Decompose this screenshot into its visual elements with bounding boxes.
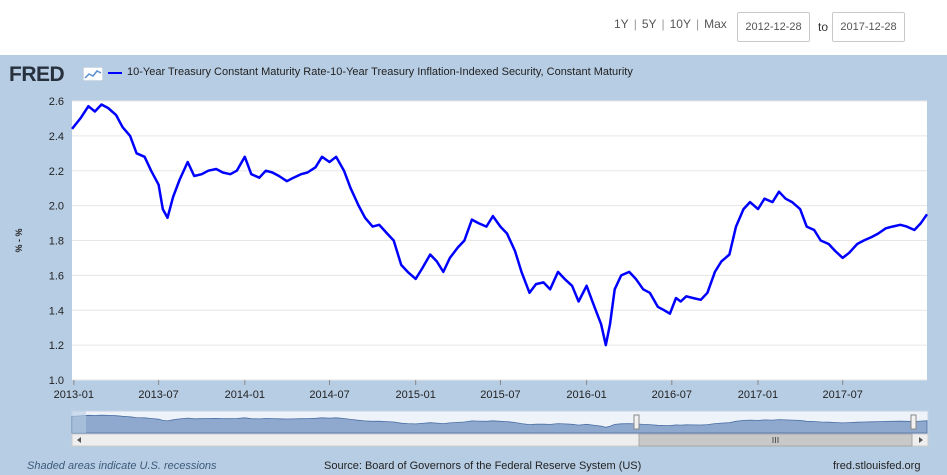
x-tick-label: 2014-01 [225,389,265,401]
x-tick-label: 2016-01 [566,389,606,401]
period-5y-link[interactable]: 5Y [641,17,657,31]
y-axis-ticks: 1.0 1.2 1.4 1.6 1.8 2.0 2.2 2.4 2.6 [49,96,64,387]
top-toolbar: 1Y | 5Y | 10Y | Max 2012-12-28 to 2017-12-28 [0,0,947,55]
y-tick-label: 2.2 [49,166,64,178]
scrollbar-grip-icon [772,437,779,443]
navigator [71,410,929,447]
navigator-series-area [71,414,928,434]
period-separator: | [661,17,665,31]
period-1y-link[interactable]: 1Y [614,17,629,31]
navigator-handle-right[interactable] [910,414,917,430]
y-tick-label: 1.2 [49,340,64,352]
x-tick-label: 2014-07 [309,389,349,401]
y-tick-label: 1.6 [49,270,64,282]
gridlines [72,100,927,381]
site-link[interactable]: fred.stlouisfed.org [833,460,921,472]
period-separator: | [695,17,700,31]
y-tick-label: 2.0 [49,201,64,213]
end-date-input[interactable]: 2017-12-28 [832,12,905,42]
y-tick-label: 2.6 [49,96,64,108]
period-10y-link[interactable]: 10Y [669,17,691,31]
legend-swatch [108,72,122,74]
y-tick-label: 1.4 [49,305,64,317]
legend-label: 10-Year Treasury Constant Maturity Rate-… [127,66,633,78]
y-tick-label: 1.8 [49,236,64,248]
x-tick-label: 2013-07 [138,389,178,401]
scroll-left-arrow-icon[interactable] [77,437,81,443]
x-tick-label: 2015-01 [395,389,435,401]
period-max-link[interactable]: Max [704,17,727,31]
x-tick-label: 2017-07 [823,389,863,401]
fred-logo: FRED [9,63,65,86]
source-note: Source: Board of Governors of the Federa… [324,460,642,472]
x-tick-label: 2015-07 [480,389,520,401]
period-selector: 1Y | 5Y | 10Y | Max [614,17,727,31]
y-axis-label: % - % [14,228,24,252]
x-tick-label: 2017-01 [738,389,778,401]
period-separator: | [633,17,637,31]
scroll-right-arrow-icon[interactable] [919,437,923,443]
y-tick-label: 1.0 [49,375,64,387]
x-tick-label: 2016-07 [652,389,692,401]
navigator-mask-left [72,411,86,433]
x-axis-ticks: 2013-01 2013-07 2014-01 2014-07 2015-01 2015-… [54,380,863,401]
fred-chart-icon [83,67,103,81]
navigator-handle-left[interactable] [633,414,640,430]
start-date-input[interactable]: 2012-12-28 [737,12,810,42]
recession-note: Shaded areas indicate U.S. recessions [27,460,217,472]
series-line [71,103,929,347]
y-tick-label: 2.4 [49,131,64,143]
to-label: to [818,20,829,34]
x-tick-label: 2013-01 [54,389,94,401]
